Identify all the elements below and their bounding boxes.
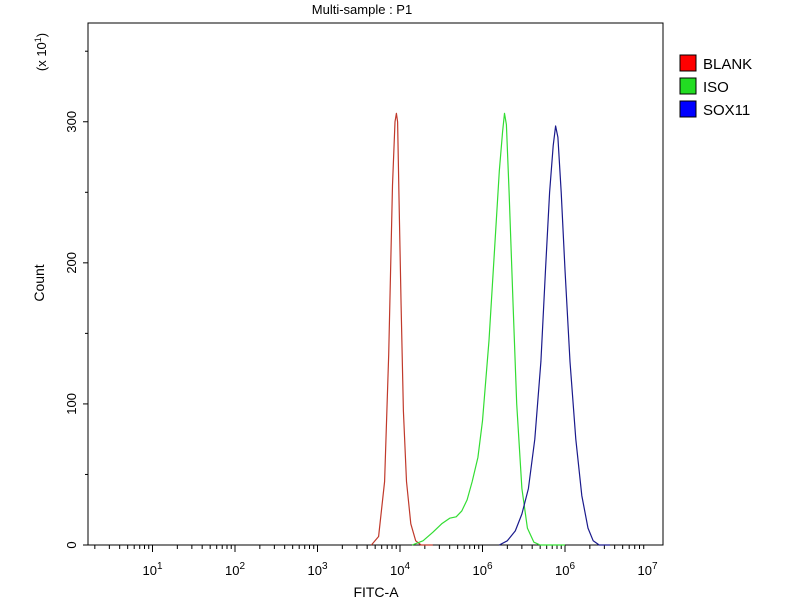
plot-area (87, 22, 664, 546)
x-tick-exponent: 6 (569, 561, 575, 572)
x-tick-label: 106 (555, 561, 575, 578)
legend-swatch-sox11 (679, 100, 697, 118)
legend: BLANK ISO SOX11 (679, 54, 752, 119)
x-tick-base: 10 (472, 563, 486, 578)
x-tick-base: 10 (225, 563, 239, 578)
x-tick-base: 10 (390, 563, 404, 578)
y-tick-label: 100 (64, 393, 79, 415)
x-tick-label: 106 (472, 561, 492, 578)
y-multiplier-close: ) (34, 33, 49, 37)
x-tick-label: 101 (142, 561, 162, 578)
x-tick-base: 10 (555, 563, 569, 578)
legend-swatch-iso (679, 77, 697, 95)
y-multiplier-exp: 1 (33, 37, 43, 42)
y-tick-label: 200 (64, 252, 79, 274)
chart-title: Multi-sample : P1 (312, 2, 412, 17)
x-tick-label: 107 (637, 561, 657, 578)
series-line-sox11 (499, 125, 610, 546)
y-tick-label: 300 (64, 111, 79, 133)
x-tick-label: 103 (307, 561, 327, 578)
legend-label-blank: BLANK (703, 56, 752, 73)
legend-swatch-blank (679, 54, 697, 72)
y-multiplier-text: (x 10 (34, 42, 49, 71)
x-tick-exponent: 4 (404, 561, 410, 572)
y-axis-label: Count (31, 264, 47, 301)
series-line-blank (370, 112, 433, 546)
x-tick-exponent: 3 (322, 561, 328, 572)
x-tick-base: 10 (142, 563, 156, 578)
series-line-iso (411, 112, 565, 546)
x-tick-base: 10 (637, 563, 651, 578)
x-tick-label: 102 (225, 561, 245, 578)
x-tick-exponent: 1 (157, 561, 163, 572)
x-axis-label: FITC-A (353, 584, 399, 600)
legend-label-iso: ISO (703, 79, 729, 96)
legend-label-sox11: SOX11 (703, 102, 750, 119)
x-tick-exponent: 7 (652, 561, 658, 572)
x-tick-exponent: 2 (239, 561, 245, 572)
x-tick-exponent: 6 (487, 561, 493, 572)
y-tick-label: 0 (64, 541, 79, 548)
x-tick-label: 104 (390, 561, 410, 578)
series-lines (370, 112, 610, 546)
x-tick-base: 10 (307, 563, 321, 578)
y-axis-multiplier: (x 101) (33, 33, 49, 71)
